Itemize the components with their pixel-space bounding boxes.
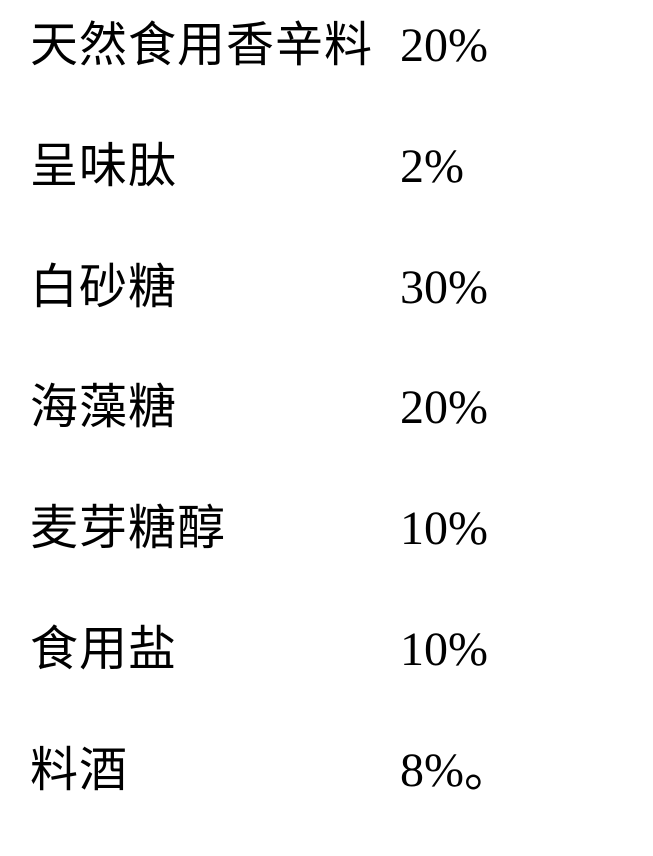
- ingredient-label: 白砂糖: [30, 262, 400, 315]
- ingredient-value: 10%: [400, 624, 488, 677]
- ingredient-value: 20%: [400, 382, 488, 435]
- ingredient-label: 食用盐: [30, 624, 400, 677]
- table-row: 天然食用香辛料 20%: [30, 20, 653, 73]
- table-row: 海藻糖 20%: [30, 382, 653, 435]
- ingredient-label: 麦芽糖醇: [30, 503, 400, 556]
- table-row: 麦芽糖醇 10%: [30, 503, 653, 556]
- table-row: 料酒 8%。: [30, 745, 653, 798]
- ingredient-list: 天然食用香辛料 20% 呈味肽 2% 白砂糖 30% 海藻糖 20% 麦芽糖醇 …: [0, 0, 653, 798]
- ingredient-value: 20%: [400, 20, 488, 73]
- table-row: 白砂糖 30%: [30, 262, 653, 315]
- ingredient-label: 天然食用香辛料: [30, 20, 400, 73]
- table-row: 呈味肽 2%: [30, 141, 653, 194]
- ingredient-label: 料酒: [30, 745, 400, 798]
- ingredient-value: 2%: [400, 141, 464, 194]
- ingredient-value: 8%。: [400, 745, 512, 798]
- ingredient-label: 呈味肽: [30, 141, 400, 194]
- ingredient-label: 海藻糖: [30, 382, 400, 435]
- ingredient-value: 30%: [400, 262, 488, 315]
- ingredient-value: 10%: [400, 503, 488, 556]
- table-row: 食用盐 10%: [30, 624, 653, 677]
